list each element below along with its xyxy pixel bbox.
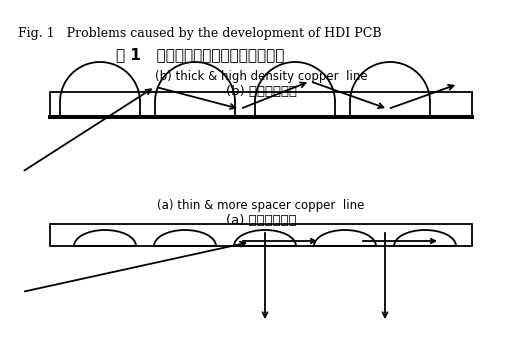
Text: (a) 线条较薄较稀: (a) 线条较薄较稀 [226, 214, 296, 227]
FancyBboxPatch shape [50, 92, 472, 117]
Text: 图 1   厚密板发展造成的光源照射问题: 图 1 厚密板发展造成的光源照射问题 [116, 47, 284, 62]
Text: (b) 线条较厚较密: (b) 线条较厚较密 [226, 85, 296, 98]
FancyBboxPatch shape [50, 224, 472, 246]
Text: (a) thin & more spacer copper  line: (a) thin & more spacer copper line [157, 199, 365, 212]
Text: (b) thick & high density copper  line: (b) thick & high density copper line [155, 70, 367, 83]
Text: Fig. 1   Problems caused by the development of HDI PCB: Fig. 1 Problems caused by the developmen… [18, 27, 382, 40]
